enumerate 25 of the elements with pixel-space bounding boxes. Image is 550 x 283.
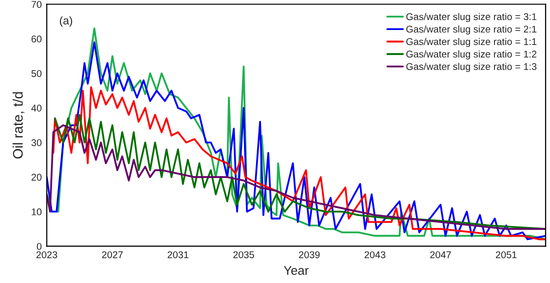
x-tick-label: 2047 <box>430 251 451 258</box>
line-series <box>52 86 546 240</box>
legend-label: Gas/water slug size ratio = 1:1 <box>406 38 536 47</box>
x-tick-label: 2035 <box>233 251 254 258</box>
x-tick-label: 2051 <box>496 251 517 258</box>
x-tick-label: 2039 <box>298 251 320 258</box>
y-tick-label: 20 <box>32 174 42 181</box>
legend-label: Gas/water slug size ratio = 3:1 <box>406 12 536 22</box>
y-tick-label: 30 <box>31 139 42 146</box>
y-tick-label: 0 <box>36 242 42 250</box>
x-tick-label: 2027 <box>102 251 123 258</box>
x-tick-label: 2043 <box>364 251 386 258</box>
y-axis-title: Oil rate, t/d <box>12 92 24 159</box>
y-tick-label: 40 <box>31 104 42 112</box>
annotation: (a) <box>60 16 72 27</box>
legend-label: Gas/water slug size ratio = 2:1 <box>406 25 536 35</box>
x-tick-label: 2023 <box>36 251 58 258</box>
x-axis-title: Year <box>284 266 309 275</box>
x-tick-label: 2031 <box>168 251 188 258</box>
y-tick-label: 50 <box>31 70 42 77</box>
y-tick-label: 60 <box>32 36 42 42</box>
y-tick-label: 10 <box>32 208 42 216</box>
y-tick-label: 70 <box>32 0 42 8</box>
legend-label: Gas/water slug size ratio = 1:2 <box>406 50 536 60</box>
legend-label: Gas/water slug size ratio = 1:3 <box>406 62 536 72</box>
